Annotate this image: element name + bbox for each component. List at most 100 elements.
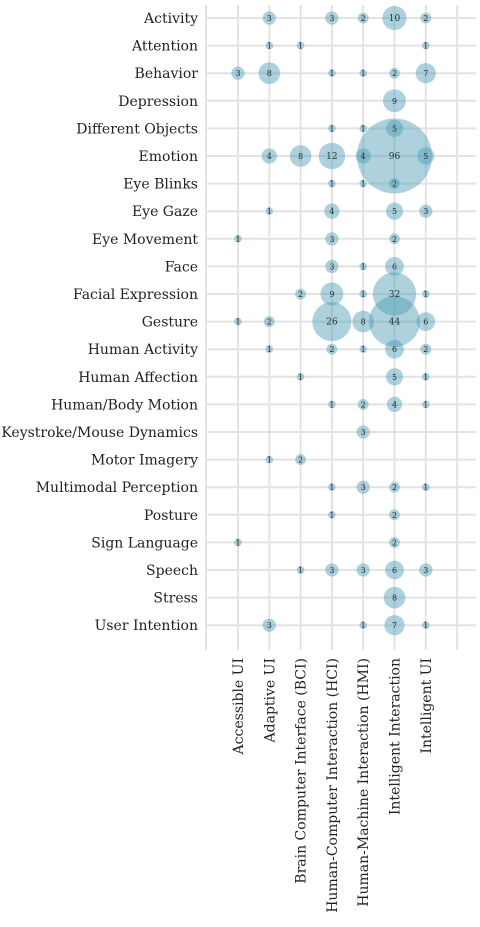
bubble-value-label: 1 [361,262,366,271]
row-label: Behavior [135,66,199,82]
bubble [389,509,400,521]
bubble-value-label: 4 [267,152,272,161]
row-label: User Intention [95,618,198,634]
bubble-value-label: 6 [392,262,397,271]
bubble-value-label: 96 [389,152,401,162]
bubble-value-label: 4 [361,152,366,161]
row-label: Face [165,259,198,275]
bubble-value-label: 5 [423,152,428,161]
bubble [324,203,340,219]
bubble [419,563,433,577]
bubble-value-label: 3 [361,566,366,575]
row-label: Eye Gaze [132,204,198,220]
bubble [382,5,407,31]
bubble-value-label: 8 [392,594,397,603]
bubble-value-label: 9 [329,290,334,299]
bubble-marks: 3 3 2 10 21 1 13 8 1 1 2 791 1 54 8 12 4 96 51 1 21 4 5 31 3 23 1 6… [231,5,436,636]
bubble-value-label: 1 [423,400,428,409]
bubble-value-label: 26 [326,318,338,328]
bubble [262,11,276,25]
bubble [234,317,242,326]
bubble-value-label: 3 [329,262,334,271]
row-label: Emotion [139,149,198,165]
bubble-value-label: 3 [423,566,428,575]
bubble-value-label: 2 [423,345,428,354]
bubble-value-label: 6 [423,318,428,327]
bubble [296,566,305,574]
bubble-value-label: 1 [298,42,303,51]
bubble-value-label: 1 [235,538,240,547]
row-label: Human Affection [78,370,198,386]
bubble-value-label: 3 [235,69,240,78]
bubble-value-label: 1 [361,69,366,78]
bubble [328,124,336,133]
bubble [385,119,404,137]
bubble [417,147,435,165]
bubble [415,63,436,84]
bubble-value-label: 3 [361,483,366,492]
bubble [289,145,312,167]
bubble-value-label: 2 [392,180,397,189]
bubble [296,372,305,381]
bubble-value-label: 1 [298,373,303,382]
bubble [265,207,274,216]
bubble [265,41,274,50]
row-label: Attention [131,39,198,55]
bubble [231,66,245,80]
bubble [328,69,336,78]
bubble-value-label: 2 [392,511,397,520]
bubble [369,296,420,347]
bubble-value-label: 9 [392,97,397,106]
bubble [383,89,406,113]
bubble-value-label: 12 [326,152,337,162]
bubble-value-label: 1 [423,290,428,299]
bubble [328,400,336,409]
bubble [359,69,368,78]
row-label: Sign Language [91,535,198,551]
bubble-value-label: 2 [361,400,366,409]
bubble-value-label: 2 [267,318,272,327]
bubble [356,480,370,494]
bubble [263,316,275,328]
bubble [295,454,307,466]
bubble-value-label: 1 [361,180,366,189]
bubble-value-label: 1 [423,373,428,382]
bubble [295,288,307,300]
bubble [421,400,430,409]
bubble-value-label: 8 [361,318,366,327]
bubble [359,262,368,271]
bubble [234,538,242,547]
row-label: Facial Expression [73,287,198,303]
bubble-value-label: 1 [329,511,334,520]
bubble [385,257,404,276]
bubble [372,272,417,316]
row-label: Activity [143,11,198,27]
bubble [328,483,336,492]
bubble-value-label: 2 [392,235,397,244]
bubble-value-label: 1 [267,345,272,354]
bubble [325,563,339,577]
bubble-value-label: 6 [392,345,397,354]
bubble-value-label: 3 [329,235,334,244]
bubble-value-label: 5 [392,373,397,382]
bubble [389,67,400,79]
bubble [416,312,436,331]
bubble-value-label: 1 [267,42,272,51]
column-label: Human-Machine Interaction (HMI) [356,658,372,907]
bubble-value-label: 8 [298,152,303,161]
bubble-value-label: 1 [267,207,272,216]
bubble-value-label: 3 [267,621,272,630]
row-label: Speech [146,563,198,579]
bubble-value-label: 1 [329,124,334,133]
bubble-value-label: 1 [298,566,303,575]
bubble-value-label: 3 [423,207,428,216]
bubble-value-label: 1 [423,483,428,492]
bubble-value-label: 1 [361,345,366,354]
bubble [328,179,336,188]
bubble [385,202,404,220]
bubble-value-label: 5 [392,124,397,133]
bubble [355,148,371,164]
row-label: Stress [153,591,198,607]
bubble-value-label: 1 [329,400,334,409]
bubble-value-label: 3 [329,14,334,23]
